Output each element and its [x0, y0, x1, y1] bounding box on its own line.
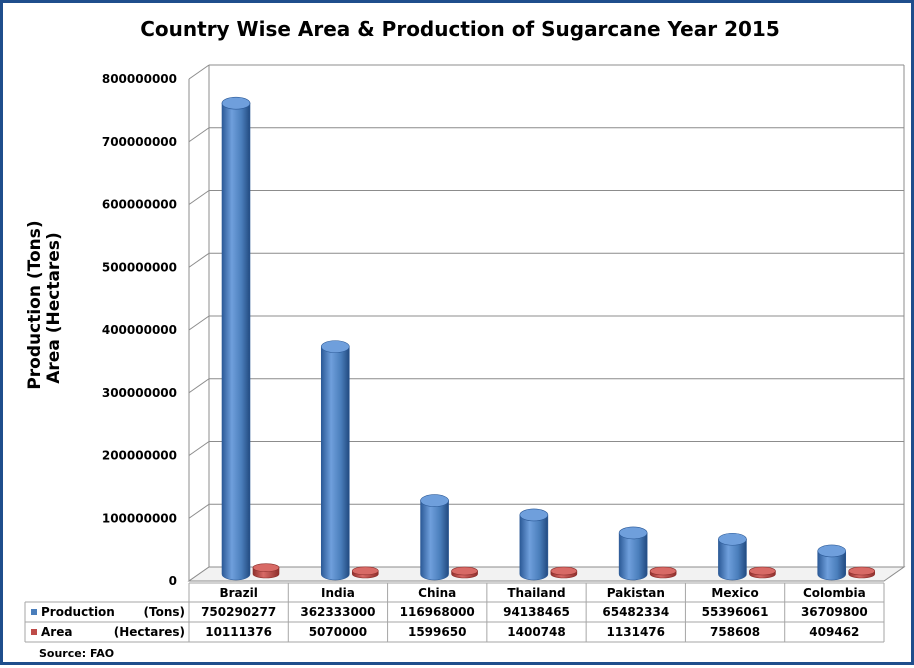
- data-label: 409462: [809, 625, 859, 639]
- legend-name-area: Area: [41, 625, 72, 639]
- data-label: 65482334: [602, 605, 669, 619]
- y-axis-ticks: 800000000 700000000 600000000 500000000 4000…: [102, 72, 177, 588]
- gridline-depth: [188, 127, 210, 143]
- bar-body: [618, 532, 648, 581]
- y-tick-label: 700000000: [102, 135, 177, 149]
- legend-name-production: Production: [41, 605, 115, 619]
- bar-top: [519, 508, 549, 522]
- gridline-depth: [188, 315, 210, 331]
- source-note: Source: FAO: [39, 647, 114, 660]
- data-label: 55396061: [702, 605, 769, 619]
- y-tick-label: 0: [169, 574, 177, 588]
- bar-production-china: [420, 494, 449, 581]
- bar-top: [618, 526, 648, 540]
- gridline-depth: [188, 64, 210, 80]
- legend-key-area: [31, 629, 37, 635]
- bar-top: [351, 566, 379, 576]
- gridline-depth: [188, 503, 210, 519]
- bar-top: [451, 566, 478, 576]
- y-tick-label: 200000000: [102, 449, 177, 463]
- data-label: 1131476: [607, 625, 665, 639]
- bar-body: [817, 550, 847, 581]
- bar-top: [221, 96, 251, 110]
- bar-top: [649, 566, 677, 576]
- data-label: 5070000: [309, 625, 367, 639]
- legend-unit-area: (Hectares): [114, 625, 185, 639]
- chart-title: Country Wise Area & Production of Sugarc…: [140, 17, 780, 41]
- bar-top: [749, 566, 776, 576]
- y-axis-label-area: Area (Hectares): [44, 232, 64, 383]
- bar-production-thailand: [519, 508, 549, 581]
- y-tick-label: 300000000: [102, 386, 177, 400]
- data-label: 750290277: [201, 605, 276, 619]
- bar-body: [519, 514, 549, 581]
- y-tick-label: 600000000: [102, 198, 177, 212]
- category-label: Pakistan: [607, 586, 665, 600]
- gridlines: [187, 64, 906, 582]
- bar-body: [221, 102, 251, 581]
- data-label: 362333000: [300, 605, 375, 619]
- bar-top: [550, 566, 578, 576]
- bar-body: [420, 500, 449, 581]
- category-label: Brazil: [219, 586, 257, 600]
- gridline-depth: [188, 378, 210, 394]
- bar-top: [252, 563, 280, 572]
- y-tick-label: 500000000: [102, 260, 177, 274]
- bar-top: [718, 532, 747, 546]
- bar-top: [848, 566, 876, 576]
- bar-area-pakistan: [649, 566, 677, 579]
- legend-unit-production: (Tons): [144, 605, 186, 619]
- data-label: 36709800: [801, 605, 868, 619]
- bar-area-brazil: [252, 563, 280, 579]
- bar-production-india: [320, 340, 350, 581]
- category-label: Colombia: [803, 586, 866, 600]
- bar-production-mexico: [718, 532, 747, 581]
- bar-area-colombia: [848, 566, 876, 579]
- category-label: Mexico: [711, 586, 758, 600]
- bar-production-colombia: [817, 544, 847, 581]
- y-axis-label-production: Production (Tons): [25, 220, 45, 389]
- bar-production-pakistan: [618, 526, 648, 581]
- bar-area-india: [351, 566, 379, 579]
- bar-production-brazil: [221, 96, 251, 581]
- bar-body: [718, 538, 747, 581]
- data-label: 116968000: [400, 605, 475, 619]
- y-tick-label: 100000000: [102, 511, 177, 525]
- legend-key-production: [31, 609, 37, 615]
- data-label: 1599650: [408, 625, 466, 639]
- y-tick-label: 800000000: [102, 72, 177, 86]
- gridline-depth: [188, 190, 210, 205]
- gridline-depth: [188, 252, 210, 268]
- data-table: Brazil India China Thailand Pakistan Mexico Co…: [24, 582, 885, 643]
- bar-area-china: [451, 566, 478, 579]
- bar-top: [320, 340, 350, 353]
- data-label: 758608: [710, 625, 760, 639]
- bar-area-thailand: [550, 566, 578, 579]
- bars: [221, 96, 876, 581]
- bar-top: [420, 494, 449, 507]
- category-label: China: [418, 586, 456, 600]
- bar-area-mexico: [749, 566, 776, 579]
- bar-body: [320, 346, 350, 581]
- gridline-depth: [188, 441, 210, 456]
- bar-top: [817, 544, 847, 558]
- category-label: India: [321, 586, 355, 600]
- data-label: 94138465: [503, 605, 570, 619]
- category-label: Thailand: [507, 586, 565, 600]
- y-tick-label: 400000000: [102, 323, 177, 337]
- chart: Country Wise Area & Production of Sugarc…: [24, 17, 906, 660]
- data-label: 10111376: [205, 625, 272, 639]
- data-label: 1400748: [507, 625, 565, 639]
